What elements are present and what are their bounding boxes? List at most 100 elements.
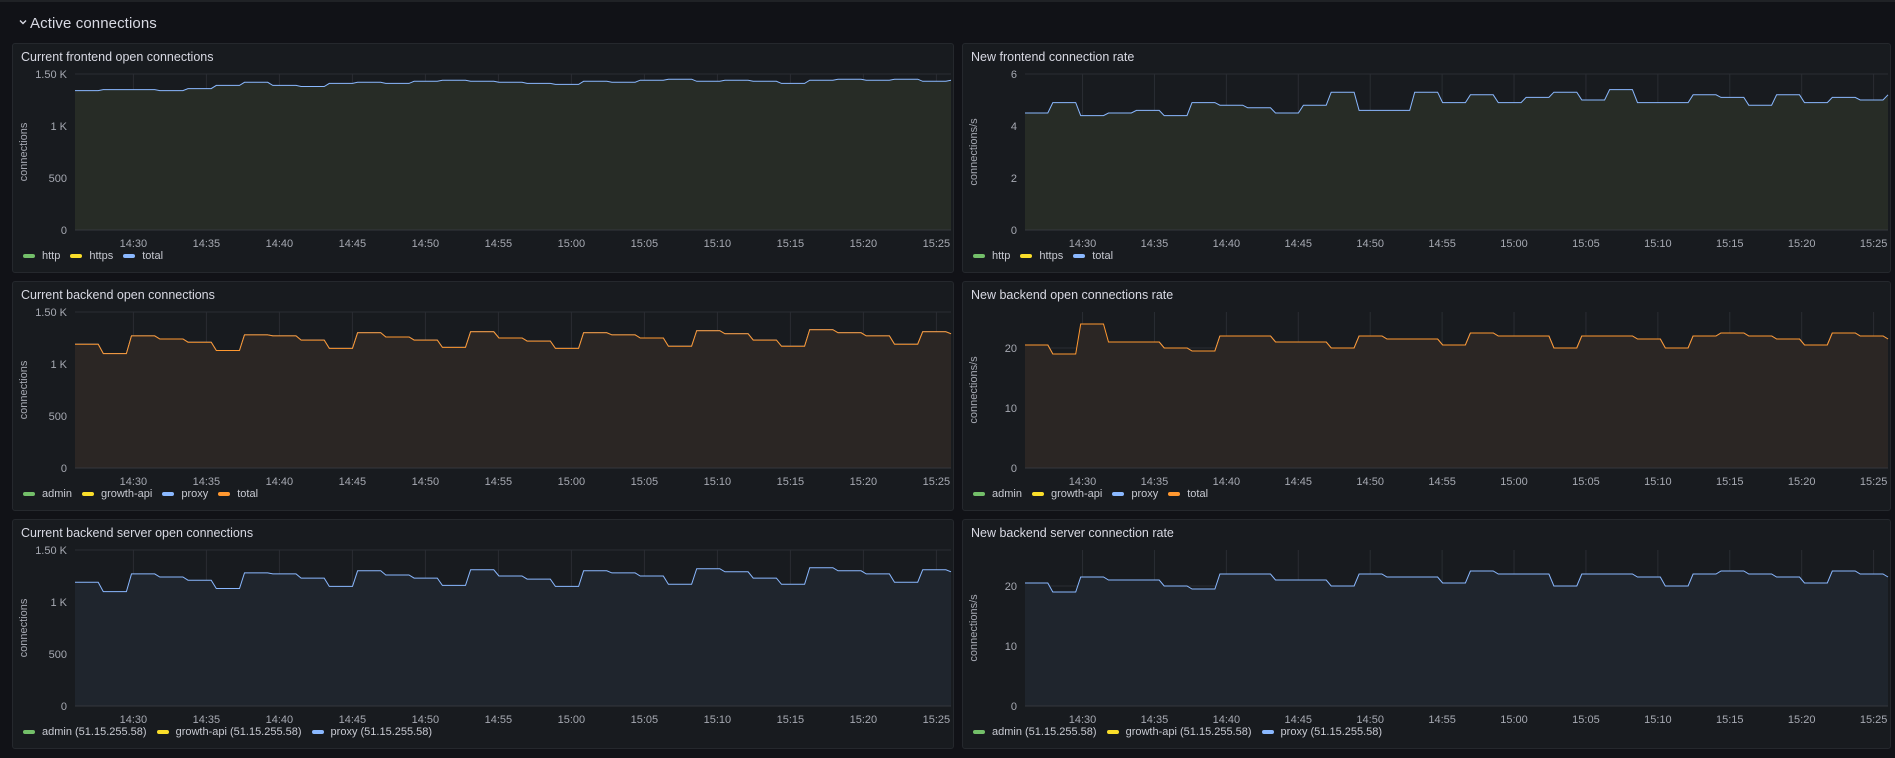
x-tick-label: 15:10 [704,714,732,726]
panel-title[interactable]: New backend server connection rate [971,526,1174,540]
x-tick-label: 15:00 [1500,238,1528,250]
legend-swatch [70,254,83,258]
x-tick-label: 14:50 [412,476,440,488]
legend-swatch [1168,492,1181,496]
y-axis-label: connections/s [968,356,980,424]
legend-item-http[interactable]: http [973,250,1010,262]
y-tick-label: 10 [1005,641,1017,653]
legend-item-total[interactable]: total [123,250,163,262]
x-tick-label: 15:05 [1572,238,1600,250]
legend-swatch [1261,730,1274,734]
x-tick-label: 15:15 [777,476,805,488]
legend: admin growth-api proxy total [23,488,268,500]
panel-title[interactable]: Current backend open connections [21,288,215,302]
chart-frontend-rate: 0 2 4 6 14:30 14:35 14:40 14:45 14:50 14:55 15:00 1… [968,69,1889,250]
legend-item-total[interactable]: total [1073,250,1113,262]
panel-title[interactable]: New backend open connections rate [971,288,1174,302]
legend-label: proxy [181,488,209,500]
panel-backend-open-connections[interactable]: Current backend open connections 0 500 1 K… [12,281,954,511]
legend-item-proxy[interactable]: proxy [162,488,208,500]
legend-swatch [311,730,324,734]
legend-item-proxy-51-15-255-58[interactable]: proxy (51.15.255.58) [311,726,432,738]
legend-item-http[interactable]: http [23,250,60,262]
legend-item-growth-api[interactable]: growth-api [81,488,153,500]
panel-backend-server-open-connections[interactable]: Current backend server open connections … [12,519,954,749]
legend-swatch [973,492,985,496]
x-tick-label: 14:50 [1356,238,1384,250]
panel-backend-connections-rate[interactable]: New backend open connections rate 0 10 20 1… [962,281,1891,511]
panel-backend-server-connection-rate[interactable]: New backend server connection rate 0 10 20… [962,519,1891,749]
legend-item-admin-51-15-255-58[interactable]: admin (51.15.255.58) [23,726,147,738]
legend-item-proxy[interactable]: proxy [1112,488,1158,500]
x-tick-label: 14:35 [1141,476,1169,488]
legend-item-total[interactable]: total [218,488,258,500]
legend: http https total [23,250,173,262]
series-area-total [75,329,951,468]
panel-title[interactable]: Current frontend open connections [21,50,214,64]
panel-frontend-connection-rate[interactable]: New frontend connection rate 0 2 4 6 14:30 14… [962,43,1891,273]
chevron-down-icon[interactable] [18,17,28,27]
x-tick-label: 15:00 [558,714,586,726]
series-line-proxy-51-15-255-58 [75,567,952,593]
x-tick-label: 14:55 [485,714,513,726]
legend-item-https[interactable]: https [1020,250,1063,262]
legend-swatch [23,730,35,734]
legend-item-admin-51-15-255-58[interactable]: admin (51.15.255.58) [973,726,1097,738]
x-tick-label: 14:45 [339,476,367,488]
legend-label: https [1039,250,1064,262]
x-tick-label: 14:30 [1069,238,1097,250]
x-tick-label: 14:45 [1285,714,1313,726]
panel-title[interactable]: Current backend server open connections [21,526,254,540]
x-tick-label: 14:30 [120,714,148,726]
y-tick-label: 0 [1011,225,1017,237]
x-tick-label: 14:40 [1213,476,1241,488]
series-line-total [75,329,952,355]
x-tick-label: 15:15 [777,714,805,726]
legend-swatch [218,492,231,496]
legend-item-total[interactable]: total [1168,488,1208,500]
x-tick-label: 15:15 [1716,714,1744,726]
chart-server-open: 0 500 1 K 1.50 K 14:30 14:35 14:40 14:45 14:50 14… [18,545,952,726]
x-tick-label: 14:40 [266,476,294,488]
x-tick-label: 15:10 [1644,476,1672,488]
panel-title[interactable]: New frontend connection rate [971,50,1135,64]
y-tick-label: 500 [49,411,67,423]
y-tick-label: 0 [1011,463,1017,475]
y-axis-label: connections [18,598,30,657]
legend-swatch [123,254,136,258]
series-line-proxy-51-15-255-58 [1025,570,1889,593]
legend-label: growth-api [1050,488,1103,500]
row-header-active-connections[interactable]: Active connections [0,0,1895,42]
y-tick-label: 500 [49,649,67,661]
legend-swatch [162,492,175,496]
x-tick-label: 14:50 [412,714,440,726]
legend-label: growth-api [100,488,153,500]
y-tick-label: 1 K [50,359,67,371]
legend-item-growth-api-51-15-255-58[interactable]: growth-api (51.15.255.58) [156,726,302,738]
legend-item-growth-api-51-15-255-58[interactable]: growth-api (51.15.255.58) [1106,726,1252,738]
legend-item-admin[interactable]: admin [23,488,72,500]
y-tick-label: 10 [1005,403,1017,415]
legend-item-growth-api[interactable]: growth-api [1031,488,1103,500]
y-axis-label: connections/s [968,118,980,186]
legend-swatch [1106,730,1119,734]
legend-swatch [23,492,35,496]
legend-swatch [1020,254,1033,258]
y-tick-label: 500 [49,173,67,185]
x-tick-label: 14:35 [193,714,221,726]
y-tick-label: 0 [61,225,67,237]
legend-label: total [1187,488,1209,500]
legend-item-proxy-51-15-255-58[interactable]: proxy (51.15.255.58) [1261,726,1382,738]
x-tick-label: 15:20 [1788,238,1816,250]
row-title: Active connections [30,15,157,32]
series-line-total [1025,89,1889,117]
panel-frontend-open-connections[interactable]: Current frontend open connections 0 500 1 … [12,43,954,273]
x-tick-label: 14:55 [485,238,513,250]
y-tick-label: 4 [1011,121,1017,133]
x-tick-label: 14:30 [120,476,148,488]
x-tick-label: 14:55 [1428,714,1456,726]
x-tick-label: 15:05 [1572,476,1600,488]
legend-item-https[interactable]: https [70,250,113,262]
legend-item-admin[interactable]: admin [973,488,1022,500]
x-tick-label: 14:45 [1285,238,1313,250]
